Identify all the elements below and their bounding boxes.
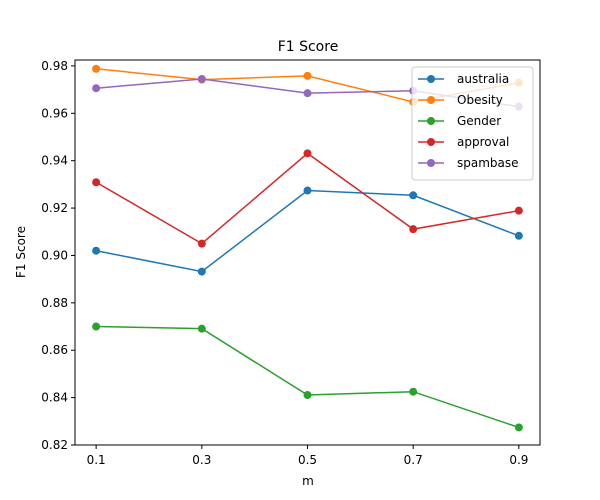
data-point [197,74,206,83]
data-point [197,324,206,333]
x-tick-label: 0.9 [509,453,528,467]
x-axis-label: m [302,474,314,488]
data-point [92,322,101,331]
chart-title: F1 Score [278,39,339,55]
data-point [303,149,312,158]
x-tick-label: 0.1 [87,453,106,467]
legend-frame [411,66,534,181]
legend-label: approval [457,135,509,149]
data-point [303,391,312,400]
legend-item: Obesity [418,93,503,107]
y-tick-label: 0.86 [41,343,68,357]
legend-item: spambase [418,156,519,170]
data-point [409,191,418,200]
legend-label: Obesity [457,93,503,107]
y-tick-label: 0.84 [41,391,68,405]
x-tick-label: 0.5 [298,453,317,467]
y-tick-label: 0.82 [41,438,68,452]
y-axis-label: F1 Score [14,226,28,278]
data-point [92,178,101,187]
data-point [514,231,523,240]
x-axis-ticks: 0.1 0.3 0.5 0.7 0.9 [87,445,528,467]
legend-item: Gender [418,114,501,128]
y-tick-label: 0.88 [41,296,68,310]
data-point [514,206,523,215]
legend-swatch-marker [427,138,435,146]
legend-swatch-marker [427,117,435,125]
legend-label: spambase [457,156,519,170]
series-line [95,189,520,273]
series-gender [92,322,523,432]
data-point [92,246,101,255]
y-tick-label: 0.94 [41,154,68,168]
data-point [303,71,312,80]
legend-label: australia [457,72,509,86]
legend-swatch-marker [427,159,435,167]
legend-label: Gender [457,114,501,128]
legend-item: approval [418,135,509,149]
series-approval [92,149,523,248]
y-tick-label: 0.90 [41,248,68,262]
data-point [409,387,418,396]
legend-item: australia [418,72,509,86]
series-line [96,325,520,429]
y-tick-label: 0.96 [41,106,68,120]
data-point [303,186,312,195]
legend-swatch-marker [427,96,435,104]
data-point [197,267,206,276]
legend-swatch-marker [427,75,435,83]
data-point [197,239,206,248]
series-australia [92,186,523,276]
y-tick-label: 0.98 [41,59,68,73]
data-point [409,225,418,234]
data-point [303,89,312,98]
legend: australia Obesity Gender approval spambase [411,66,534,181]
x-tick-label: 0.7 [404,453,423,467]
data-point [92,64,101,73]
data-point [514,423,523,432]
y-axis-ticks: 0.82 0.84 0.86 0.88 0.90 0.92 0.94 0.96 0.98 [41,59,75,452]
y-tick-label: 0.92 [41,201,68,215]
x-tick-label: 0.3 [192,453,211,467]
data-point [92,84,101,93]
